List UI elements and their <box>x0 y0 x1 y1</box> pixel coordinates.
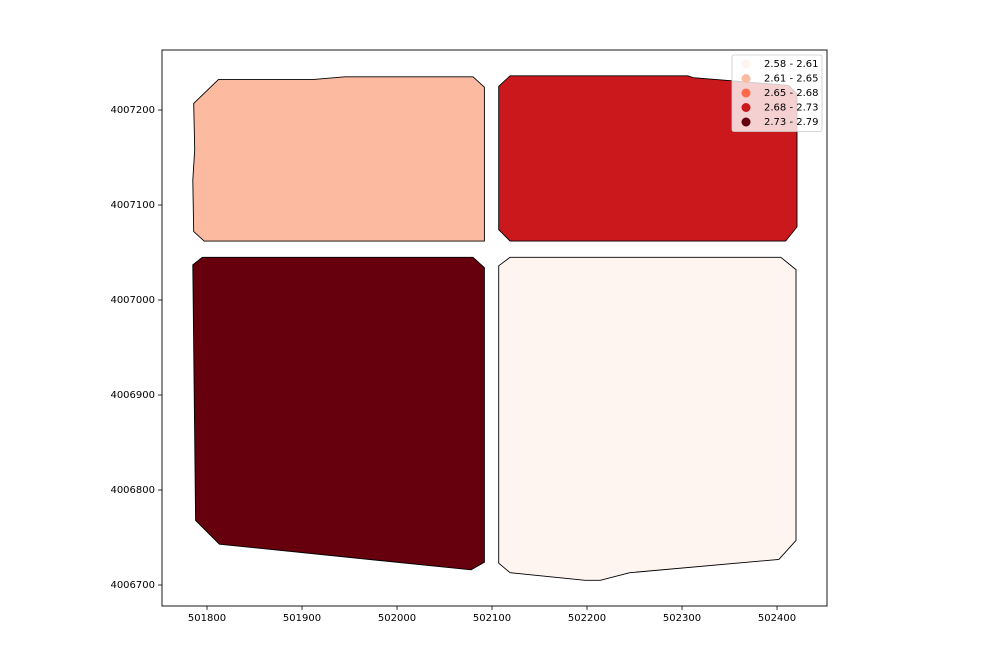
x-tick-label: 502100 <box>473 613 511 624</box>
legend-label: 2.58 - 2.61 <box>764 59 819 70</box>
region <box>192 256 485 571</box>
y-tick-label: 4006700 <box>110 580 155 591</box>
y-tick-label: 4006800 <box>110 485 155 496</box>
y-tick-label: 4007000 <box>110 295 155 306</box>
region <box>498 75 798 242</box>
x-tick-label: 501900 <box>283 613 321 624</box>
y-tick-label: 4006900 <box>110 390 155 401</box>
legend-marker <box>741 103 751 112</box>
x-tick-label: 501800 <box>188 613 226 624</box>
legend-marker <box>741 59 751 69</box>
region <box>192 76 485 242</box>
y-tick-label: 4007100 <box>110 200 155 211</box>
legend-label: 2.73 - 2.79 <box>764 117 819 128</box>
x-tick-label: 502300 <box>663 613 701 624</box>
legend-marker <box>741 117 751 127</box>
legend-label: 2.65 - 2.68 <box>764 88 819 99</box>
x-tick-label: 502200 <box>568 613 606 624</box>
plot-frame <box>161 49 828 607</box>
y-tick-label: 4007200 <box>110 105 155 116</box>
legend-label: 2.68 - 2.73 <box>764 103 819 114</box>
legend: 2.58 - 2.61 2.61 - 2.65 2.65 - 2.68 2.68 - … <box>731 54 823 132</box>
region <box>498 256 797 581</box>
x-tick-label: 502000 <box>378 613 416 624</box>
legend-marker <box>741 74 751 83</box>
legend-marker <box>741 88 751 98</box>
legend-label: 2.61 - 2.65 <box>764 74 819 85</box>
x-tick-label: 502400 <box>758 613 796 624</box>
legend-box <box>731 54 823 132</box>
